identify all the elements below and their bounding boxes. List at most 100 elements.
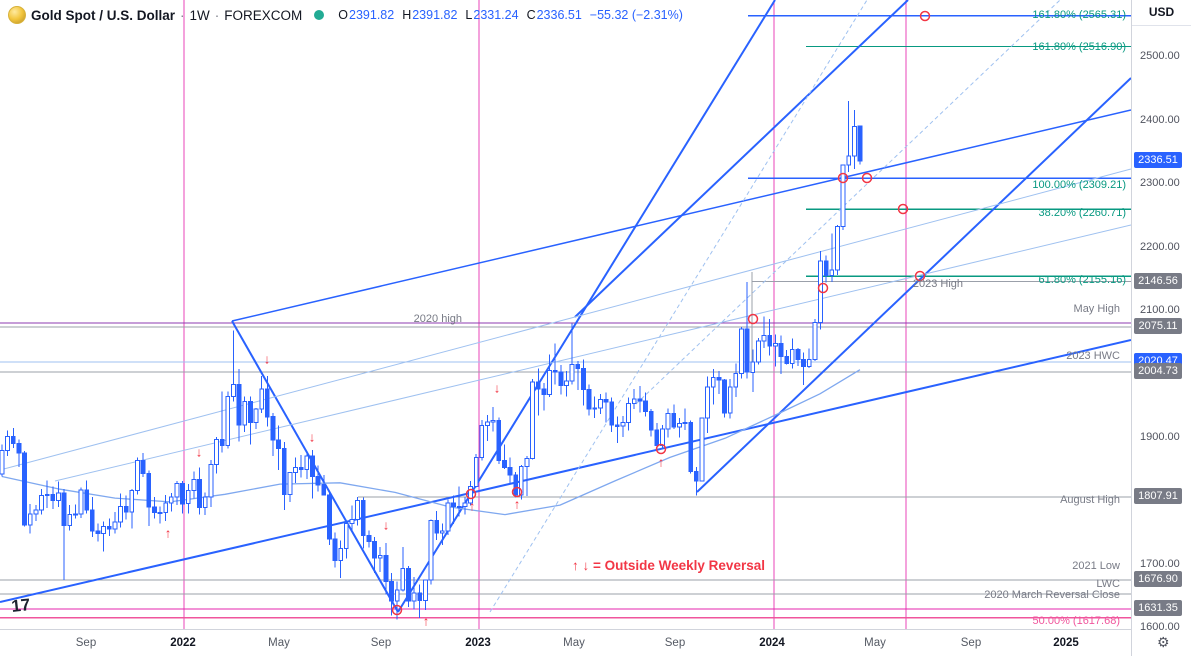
candle	[535, 381, 541, 390]
candle	[67, 514, 73, 526]
annotation-label: 2023 HWC	[1066, 350, 1120, 362]
close-value: 2336.51	[536, 8, 582, 22]
candle	[688, 421, 694, 472]
candle	[665, 413, 671, 430]
gold-symbol-icon	[8, 6, 26, 24]
highlight-circle	[511, 486, 523, 498]
candle	[236, 383, 242, 426]
high-value: 2391.82	[412, 8, 458, 22]
candle	[451, 502, 457, 507]
candle	[253, 408, 259, 423]
candle	[564, 380, 569, 387]
trend-line	[635, 0, 1061, 405]
price-tick: 1600.00	[1140, 620, 1180, 633]
candle	[592, 407, 598, 410]
candle	[677, 423, 682, 428]
candle	[276, 439, 282, 450]
candle	[73, 513, 78, 516]
candle	[829, 269, 835, 277]
annotation-label: 100.00% (2309.21)	[1032, 179, 1126, 191]
interval-label[interactable]: 1W	[189, 7, 210, 23]
candle	[106, 526, 112, 530]
candle	[631, 398, 637, 404]
trend-line	[231, 320, 399, 613]
candle	[609, 401, 615, 426]
annotation-label: 161.80% (2565.31)	[1032, 9, 1126, 21]
candle	[304, 455, 310, 470]
close-label: C	[526, 8, 536, 22]
annotation-label: 50.00% (1617.68)	[1033, 615, 1120, 627]
candle	[784, 355, 790, 364]
time-tick-month: Sep	[664, 637, 686, 649]
candle	[264, 388, 270, 418]
candle	[84, 489, 90, 511]
highlight-circle	[897, 203, 909, 215]
exchange-label: FOREXCOM	[224, 7, 303, 23]
candle	[163, 502, 169, 514]
candle	[739, 328, 744, 374]
reversal-arrow-markers: ↑ ↓ ↓ ↓ ↓ ↑ ↑ ↑ ↓ ↑	[165, 352, 665, 629]
price-badge: 1631.35	[1134, 600, 1182, 617]
candle	[502, 460, 507, 469]
candle	[750, 361, 756, 373]
annotation-label: 2023 High	[913, 278, 963, 290]
candle	[191, 479, 197, 491]
candle	[394, 589, 400, 602]
candle	[835, 226, 840, 271]
candle	[22, 452, 28, 526]
price-axis[interactable]: USD 2500.00 2400.00 2300.00 2200.00 2100.00 1…	[1131, 0, 1191, 656]
candle	[78, 489, 84, 515]
time-axis[interactable]: Sep 2022 May Sep 2023 May Sep 2024 May Sep 2025	[0, 629, 1131, 656]
candle	[27, 513, 33, 526]
candle	[423, 579, 428, 601]
candle	[135, 460, 140, 492]
candle	[682, 421, 688, 425]
candle	[315, 476, 321, 486]
candle	[541, 388, 547, 395]
candle	[185, 489, 191, 505]
time-tick-year: 2022	[170, 637, 196, 649]
candle	[643, 400, 648, 413]
watermark-logo: 17	[10, 595, 31, 616]
annotation-label: 2020 March Reversal Close	[984, 589, 1120, 601]
candle	[287, 472, 293, 495]
candle	[547, 369, 553, 395]
candle	[699, 417, 705, 482]
time-tick-month: May	[563, 637, 585, 649]
candle	[445, 502, 451, 532]
legend-separator: ·	[180, 7, 185, 23]
axis-settings-icon[interactable]: ⚙	[1157, 634, 1170, 650]
time-tick-month: Sep	[75, 637, 97, 649]
highlight-circle	[747, 313, 759, 325]
market-status-icon[interactable]	[314, 10, 325, 20]
currency-selector[interactable]: USD	[1132, 0, 1191, 26]
ohlc-values: O2391.82 H2391.82 L2331.24 C2336.51 −55.…	[338, 8, 683, 22]
time-tick-year: 2024	[759, 637, 785, 649]
price-tick: 2500.00	[1140, 50, 1180, 62]
candle	[801, 359, 807, 367]
candle	[496, 420, 502, 461]
annotation-label: 2020 high	[414, 313, 462, 325]
candle	[225, 395, 231, 446]
time-tick-month: May	[864, 637, 886, 649]
candle	[756, 340, 761, 363]
up-arrow-marker: ↑	[165, 526, 172, 541]
trend-line	[0, 168, 1131, 471]
candle	[16, 442, 22, 454]
time-tick-year: 2025	[1053, 637, 1079, 649]
candle	[50, 493, 56, 502]
candle	[773, 343, 778, 347]
price-badge: 1807.91	[1134, 487, 1182, 504]
candles	[0, 100, 863, 620]
low-value: 2331.24	[473, 8, 519, 22]
price-chart-canvas[interactable]: ↑ ↓ ↓ ↓ ↓ ↑ ↑ ↑ ↓ ↑ 161.80% (2565.31) 161.80% (2516…	[0, 0, 1131, 629]
up-arrow-marker: ↑	[514, 497, 521, 512]
candle	[710, 376, 716, 388]
symbol-title[interactable]: Gold Spot / U.S. Dollar	[31, 7, 176, 23]
annotation-label: August High	[1060, 494, 1120, 506]
candle	[5, 435, 10, 451]
candle	[248, 401, 253, 423]
candle	[417, 592, 423, 601]
high-label: H	[402, 8, 412, 22]
candle	[434, 519, 440, 534]
